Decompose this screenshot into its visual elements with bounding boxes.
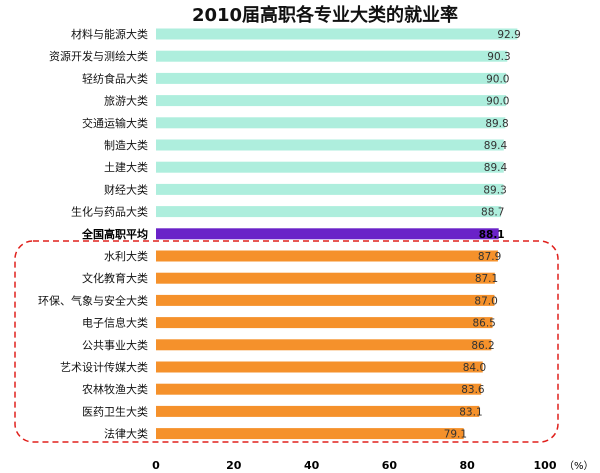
below-average-highlight-box	[14, 240, 559, 443]
bar-value-label: 90.3	[487, 51, 510, 63]
bar-value-label: 86.2	[471, 340, 494, 352]
bar-value-label: 89.8	[485, 118, 508, 130]
x-tick-label: 100	[534, 459, 557, 472]
bar-value-label: 79.1	[444, 429, 467, 441]
category-label: 轻纺食品大类	[82, 71, 148, 85]
bar-value-label: 90.0	[486, 96, 509, 108]
bar	[156, 117, 506, 129]
bar-value-label: 87.9	[478, 251, 501, 263]
category-label: 电子信息大类	[82, 316, 148, 330]
bar-value-label: 84.0	[463, 362, 486, 374]
bar	[156, 250, 498, 262]
bar	[156, 161, 504, 173]
x-tick-label: 40	[304, 459, 320, 472]
category-label: 交通运输大类	[82, 116, 148, 130]
bar	[156, 317, 493, 329]
category-label: 旅游大类	[104, 94, 148, 108]
category-label: 艺术设计传媒大类	[60, 360, 148, 374]
bar	[156, 28, 518, 40]
bar-value-label: 83.6	[461, 384, 485, 396]
bar	[156, 95, 507, 107]
category-label: 法律大类	[104, 427, 148, 441]
bar-value-label: 92.9	[497, 29, 520, 41]
bar	[156, 339, 492, 351]
category-label: 环保、气象与安全大类	[38, 293, 148, 307]
bar	[156, 294, 495, 306]
category-label: 文化教育大类	[82, 271, 148, 285]
bar	[156, 383, 482, 395]
bar-value-label: 87.0	[474, 295, 497, 307]
bar-value-label: 90.0	[486, 73, 509, 85]
bar	[156, 272, 495, 284]
bar	[156, 228, 499, 240]
bar	[156, 72, 507, 84]
chart-title: 2010届高职各专业大类的就业率	[192, 4, 458, 26]
category-label: 水利大类	[104, 249, 148, 263]
bar	[156, 428, 464, 440]
category-label: 农林牧渔大类	[82, 382, 148, 396]
category-label: 全国高职平均	[81, 227, 148, 241]
category-label: 生化与药品大类	[71, 205, 148, 219]
category-label: 制造大类	[104, 138, 148, 152]
x-axis-unit: （%）	[564, 460, 594, 472]
bar-value-label: 89.3	[483, 184, 506, 196]
category-label: 公共事业大类	[82, 338, 148, 352]
category-label: 资源开发与测绘大类	[49, 49, 148, 63]
category-label: 医药卫生大类	[82, 404, 148, 418]
category-label: 材料与能源大类	[71, 27, 148, 41]
category-label: 土建大类	[104, 160, 148, 174]
bar-value-label: 89.4	[484, 140, 508, 152]
x-tick-label: 60	[382, 459, 398, 472]
bar	[156, 206, 502, 218]
x-tick-label: 80	[460, 459, 476, 472]
category-label: 财经大类	[104, 182, 148, 196]
bar	[156, 183, 504, 195]
bar-value-label: 88.1	[479, 229, 505, 241]
bar-value-label: 83.1	[459, 406, 482, 418]
bar-value-label: 87.1	[475, 273, 498, 285]
bar	[156, 50, 508, 62]
bar	[156, 361, 483, 373]
x-tick-label: 0	[152, 459, 160, 472]
bar-value-label: 88.7	[481, 207, 504, 219]
bar-value-label: 89.4	[484, 162, 508, 174]
bar-value-label: 86.5	[472, 318, 495, 330]
x-tick-label: 20	[226, 459, 242, 472]
bar	[156, 139, 504, 151]
bar	[156, 405, 480, 417]
